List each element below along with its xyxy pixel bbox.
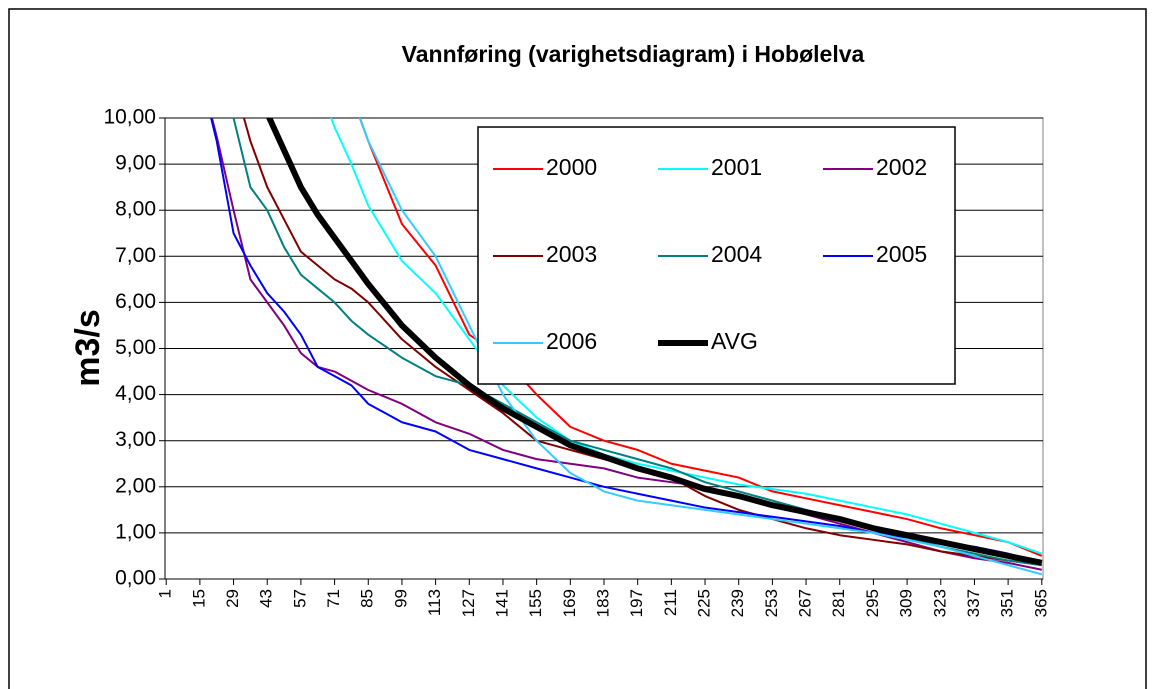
series-line	[266, 118, 1043, 566]
x-tick-label: 99	[391, 589, 410, 608]
x-tick-label: 267	[796, 589, 815, 617]
legend-label: 2003	[546, 241, 597, 267]
x-tick-label: 85	[358, 589, 377, 608]
y-tick-label: 8,00	[115, 198, 156, 221]
x-tick-label: 169	[560, 589, 579, 617]
y-tick-label: 2,00	[115, 474, 156, 497]
x-tick-label: 155	[526, 589, 545, 617]
legend-label: 2000	[546, 154, 597, 180]
y-tick-label: 5,00	[115, 336, 156, 359]
x-tick-label: 197	[627, 589, 646, 617]
legend-label: 2005	[876, 241, 927, 267]
y-tick-label: 6,00	[115, 290, 156, 313]
series-line	[330, 118, 1043, 555]
x-tick-label: 43	[257, 589, 276, 608]
x-tick-label: 1	[156, 589, 175, 598]
x-tick-label: 183	[593, 589, 612, 617]
y-tick-label: 1,00	[115, 520, 156, 543]
plot-lines	[210, 118, 1043, 576]
x-tick-label: 225	[695, 589, 714, 617]
y-tick-label: 7,00	[115, 244, 156, 267]
x-tick-label: 253	[762, 589, 781, 617]
y-tick-label: 3,00	[115, 428, 156, 451]
y-tick-label: 0,00	[115, 567, 156, 590]
legend-label: 2001	[711, 154, 762, 180]
x-tick-label: 141	[492, 589, 511, 617]
x-tick-label: 323	[930, 589, 949, 617]
y-tick-label: 9,00	[115, 152, 156, 175]
x-tick-label: 351	[998, 589, 1017, 617]
x-tick-label: 239	[728, 589, 747, 617]
x-tick-label: 113	[425, 589, 444, 616]
legend: 2000 2001 2002 2003 2004 2005 2006 AVG	[477, 126, 956, 385]
x-tick-label: 127	[459, 589, 478, 617]
x-tick-label: 281	[829, 589, 848, 617]
legend-label: 2002	[876, 154, 927, 180]
x-tick-label: 337	[964, 589, 983, 617]
legend-label: 2004	[711, 241, 762, 267]
legend-box	[477, 126, 956, 385]
y-tick-label: 10,00	[103, 106, 156, 129]
legend-label: AVG	[711, 328, 758, 354]
x-tick-label: 15	[189, 589, 208, 608]
y-tick-label: 4,00	[115, 382, 156, 405]
series-line	[358, 118, 1043, 576]
x-tick-label: 309	[897, 589, 916, 617]
legend-label: 2006	[546, 328, 597, 354]
x-tick-label: 71	[324, 589, 343, 608]
x-tick-label: 211	[661, 589, 680, 616]
x-tick-label: 295	[863, 589, 882, 617]
x-tick-label: 365	[1031, 589, 1050, 617]
axes: 0,00 1,00 2,00 3,00 4,00 5,00 6,00 7,00 8,00 9,00…	[103, 106, 1050, 618]
x-tick-label: 29	[223, 589, 242, 608]
y-axis-label: m3/s	[69, 309, 107, 387]
series-line	[242, 118, 1042, 567]
chart-title: Vannføring (varighetsdiagram) i Hobølelv…	[402, 41, 865, 67]
x-tick-label: 57	[290, 589, 309, 608]
